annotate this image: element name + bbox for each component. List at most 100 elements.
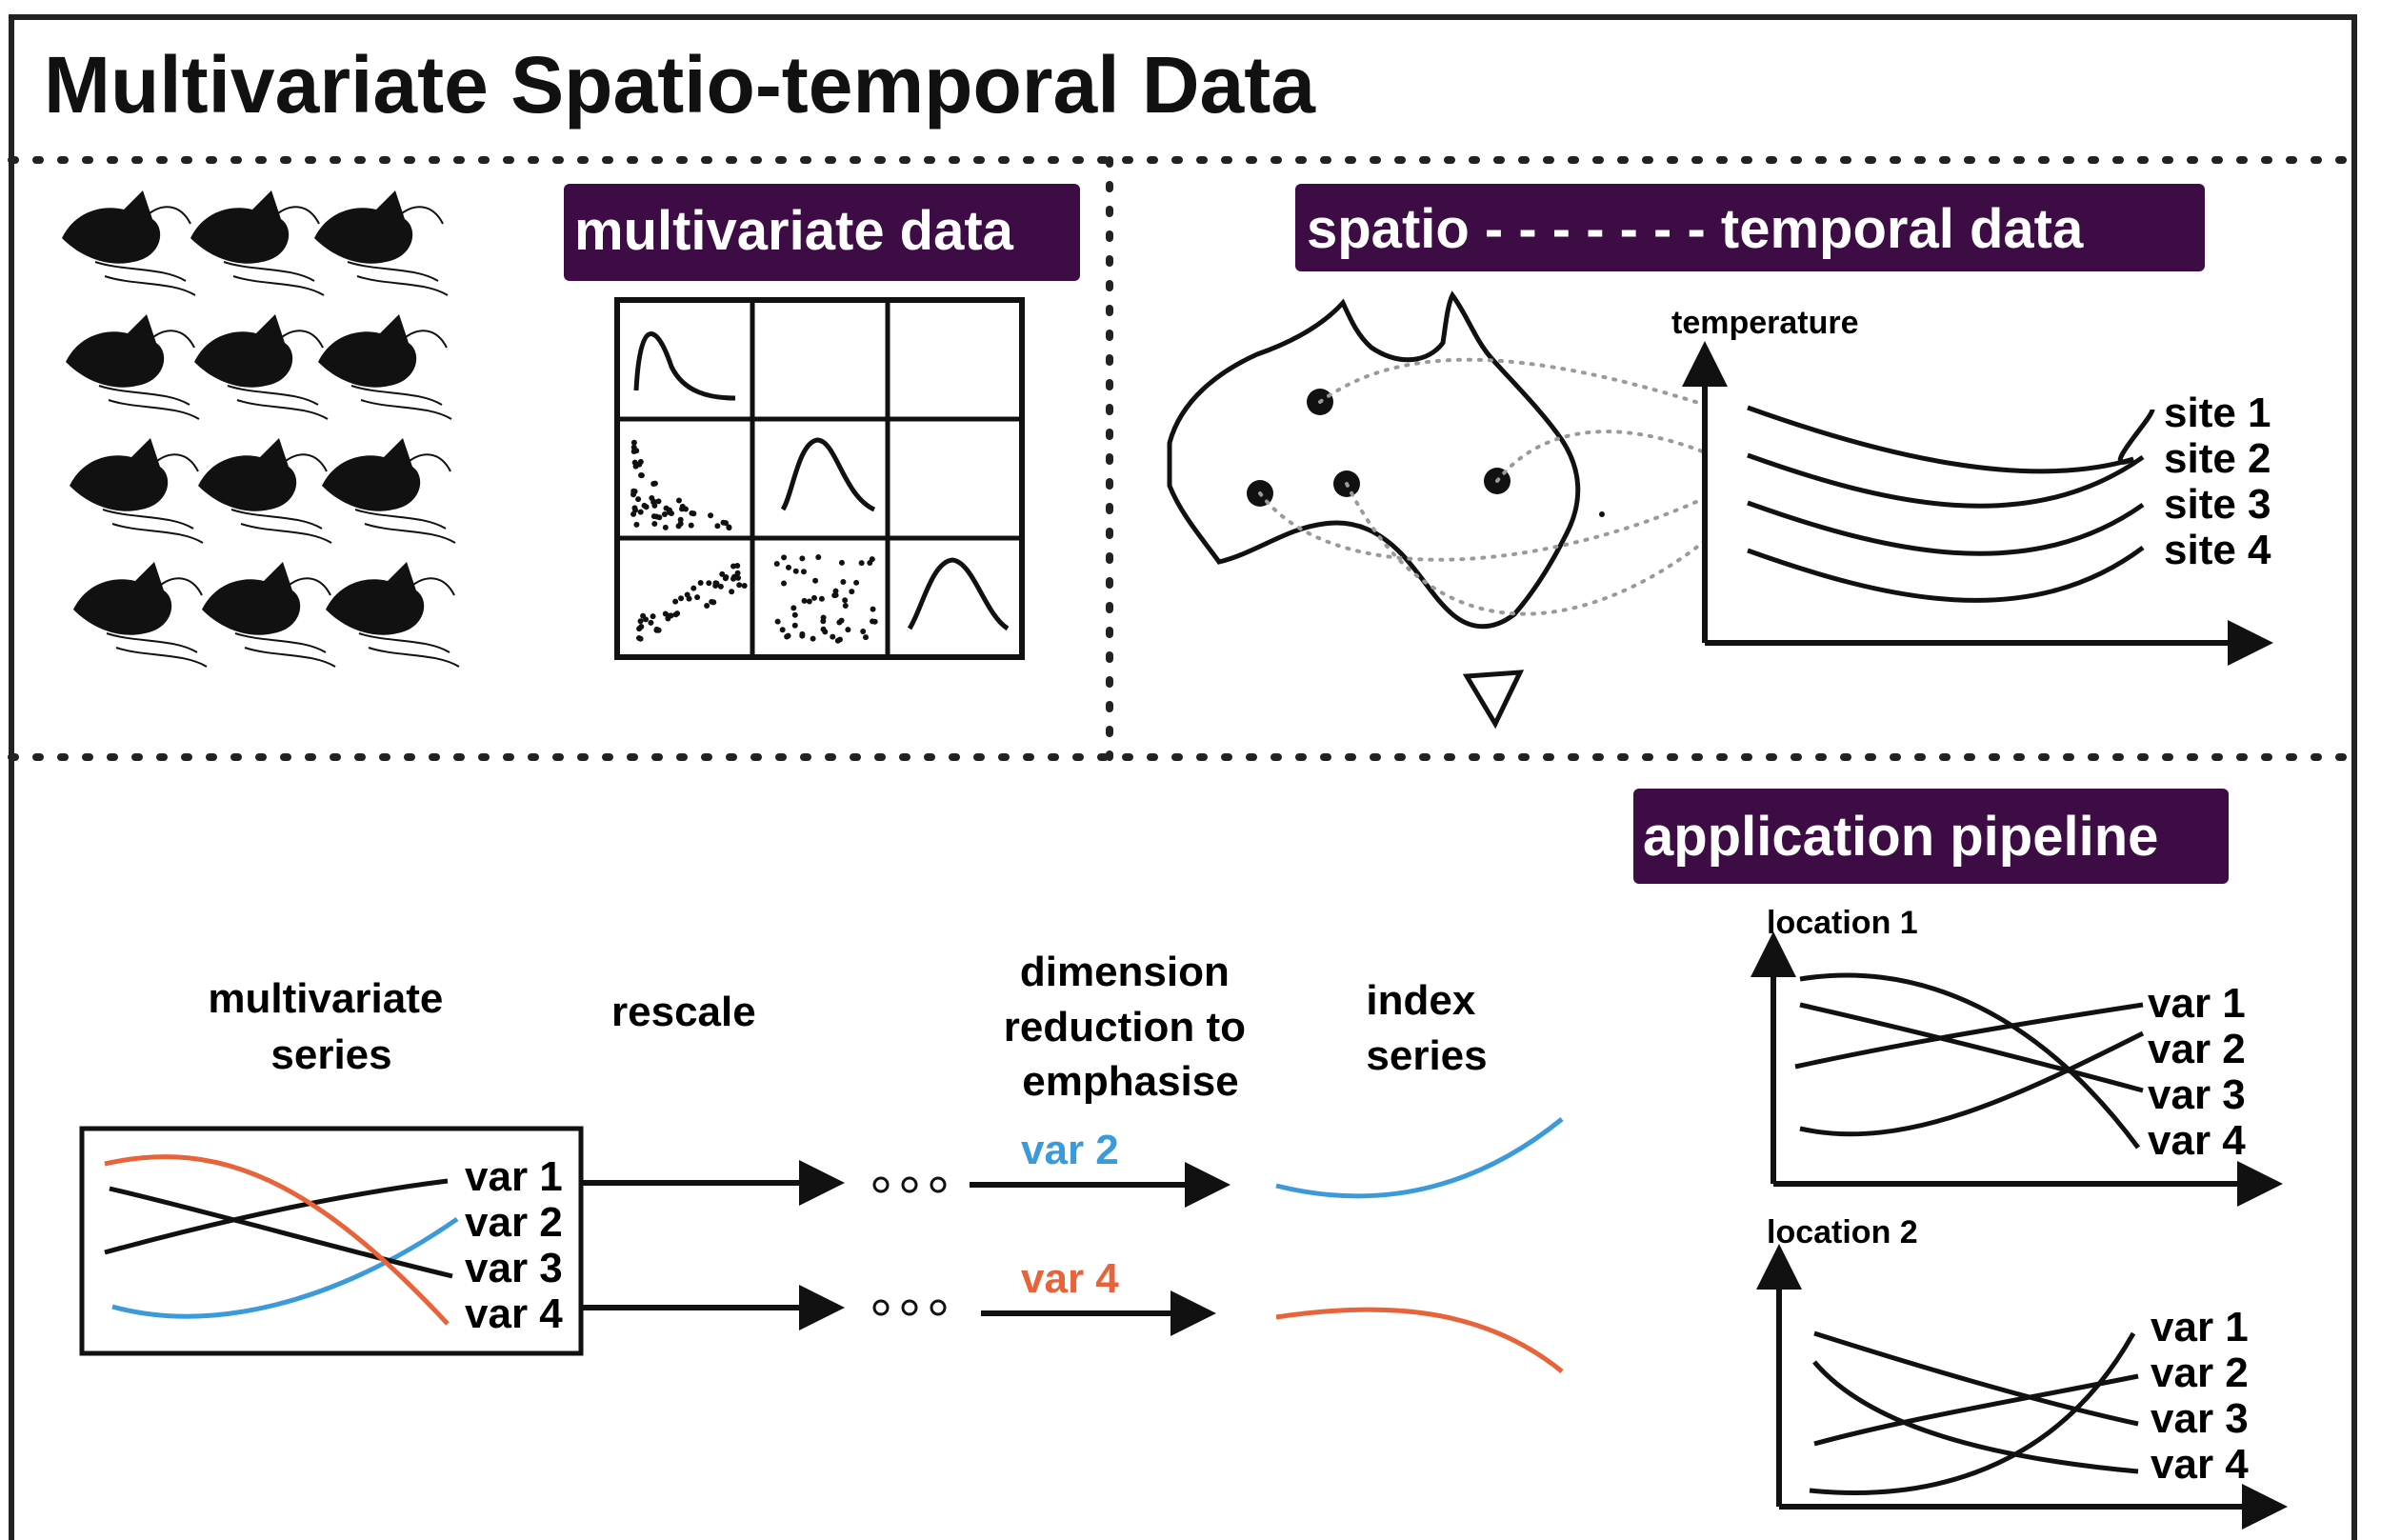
scatter-points-1 — [630, 439, 732, 531]
scatter-point — [675, 497, 682, 504]
hand-shadow-puppet-icon — [326, 562, 460, 668]
scatter-point — [697, 579, 704, 586]
scatter-point — [815, 554, 822, 561]
tasmania — [1462, 670, 1525, 730]
scatter-point — [677, 516, 684, 523]
scatter-point — [799, 632, 806, 639]
scatter-point — [730, 575, 736, 582]
scatter-point — [682, 506, 689, 512]
scatter-point — [672, 598, 679, 605]
scatter-point — [722, 575, 729, 582]
multivariate-tag: multivariate data — [574, 200, 1014, 262]
scatter-point — [706, 580, 712, 587]
scatter-point — [630, 510, 637, 517]
scatter-point — [838, 559, 845, 566]
scatter-point — [630, 439, 637, 446]
temperature-chart: temperature site 1 site 2 site 3 site 4 — [1671, 305, 2273, 666]
scatter-point — [638, 472, 645, 479]
scatter-point — [643, 616, 650, 623]
location-1-var-2: var 2 — [2148, 1026, 2246, 1072]
scatter-point — [672, 611, 679, 618]
scatter-point — [653, 513, 660, 520]
scatter-point — [781, 554, 788, 561]
scatter-point — [849, 589, 855, 595]
scatter-point — [871, 618, 878, 625]
scatter-point — [650, 613, 656, 620]
scatter-point — [812, 577, 819, 584]
scatter-point — [818, 595, 825, 602]
pipeline-flow-bottom: var 4 — [583, 1255, 1564, 1373]
header-rescale: rescale — [611, 989, 756, 1035]
hand-shadow-puppet-icon — [322, 438, 456, 544]
scatter-point — [689, 510, 695, 516]
scatter-point — [867, 560, 873, 567]
scatter-point — [641, 502, 648, 509]
scatter-point — [842, 603, 849, 610]
location-2-var-2: var 2 — [2151, 1350, 2249, 1396]
scatter-point — [630, 444, 637, 450]
hand-shadow-puppet-icon — [194, 314, 329, 420]
hand-shadow-puppet-icon — [70, 438, 204, 544]
scatter-point — [860, 629, 867, 635]
hand-shadow-puppet-icon — [314, 190, 449, 296]
scatter-point — [637, 635, 644, 642]
scatter-point — [648, 619, 654, 626]
scatter-point — [730, 563, 737, 570]
scatter-point — [820, 614, 827, 621]
site-label-1: site 1 — [2164, 390, 2271, 436]
header-multivariate-series: multivariate series — [208, 975, 454, 1078]
series-var1-line — [104, 1178, 449, 1255]
scatter-point — [729, 589, 735, 595]
scatter-point — [838, 617, 845, 624]
scatter-point — [678, 595, 685, 602]
scatter-point — [779, 627, 786, 633]
scatter-point — [712, 580, 719, 587]
scatter-point — [694, 594, 701, 601]
scatter-point — [631, 459, 638, 466]
site-label-2: site 2 — [2164, 435, 2271, 482]
multivariate-tag-bg — [564, 184, 1080, 281]
scatter-point — [832, 588, 839, 594]
scatter-point — [661, 511, 668, 518]
scatter-point — [630, 491, 637, 498]
scatter-point — [791, 611, 798, 618]
scatter-point — [810, 594, 817, 601]
location-2-var-3: var 3 — [2151, 1395, 2249, 1442]
emphasis-var-bottom: var 4 — [1021, 1255, 1119, 1302]
hand-shadow-puppet-icon — [318, 314, 452, 420]
scatter-matrix — [614, 297, 1025, 660]
scatter-point — [832, 591, 839, 598]
pipeline-flow-top: var 2 — [583, 1117, 1564, 1208]
scatter-point — [799, 555, 806, 562]
scatter-point — [810, 635, 816, 642]
location-2-var-4: var 4 — [2151, 1441, 2249, 1488]
scatter-point — [666, 507, 672, 513]
location-1-var-4: var 4 — [2148, 1117, 2246, 1164]
scatter-point — [720, 519, 727, 526]
scatter-point — [853, 579, 860, 586]
emphasis-var-top: var 2 — [1021, 1127, 1119, 1173]
scatter-point — [840, 579, 847, 586]
scatter-point — [790, 605, 797, 611]
scatter-point — [688, 522, 694, 529]
scatter-point — [830, 633, 836, 640]
location-1-var-3: var 3 — [2148, 1071, 2246, 1118]
site-label-4: site 4 — [2164, 527, 2271, 573]
scatter-points-2 — [636, 562, 748, 642]
scatter-point — [633, 521, 640, 528]
scatter-point — [726, 524, 732, 530]
location-2-var-1: var 1 — [2151, 1304, 2249, 1350]
temperature-axis-label: temperature — [1671, 305, 1859, 341]
scatter-point — [774, 618, 781, 625]
shadow-puppet-grid — [62, 190, 460, 668]
scatter-point — [792, 568, 799, 574]
hand-shadow-puppet-icon — [73, 562, 208, 668]
scatter-point — [845, 627, 851, 633]
pipeline-tag-bg — [1633, 789, 2229, 884]
scatter-point — [637, 458, 644, 465]
spatiotemporal-tag: spatio - - - - - - - temporal data — [1307, 198, 2084, 260]
hand-shadow-puppet-icon — [198, 438, 332, 544]
scatter-point — [870, 606, 876, 612]
scatter-point — [773, 560, 780, 567]
